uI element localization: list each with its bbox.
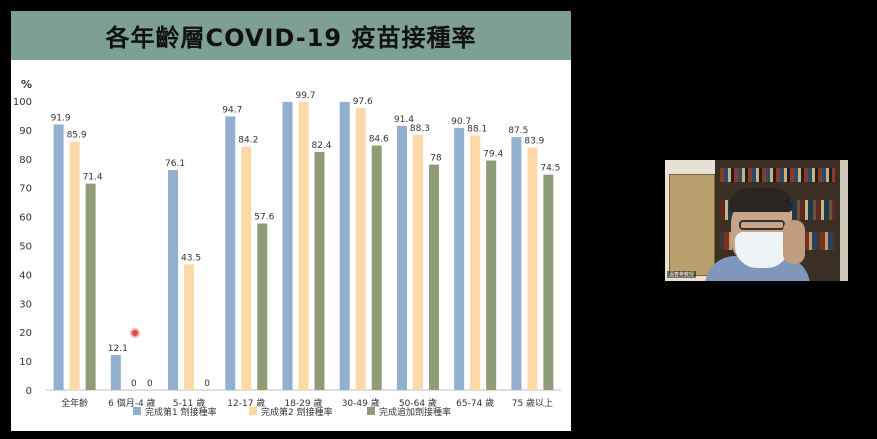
x-tick-label: 18-29 歲 (284, 397, 322, 409)
webcam-name-label: 溫春英教授 (667, 271, 697, 278)
slide-title-bar: 各年齡層COVID-19 疫苗接種率 (11, 11, 571, 60)
bar (241, 146, 252, 390)
bar (543, 174, 554, 390)
bar (486, 160, 497, 390)
data-label: 87.5 (508, 126, 528, 136)
data-label: 97.6 (353, 97, 373, 107)
bar (53, 124, 64, 390)
raised-hand (783, 220, 805, 264)
bar (168, 170, 179, 390)
x-tick-label: 12-17 歲 (227, 397, 265, 409)
y-tick-label: 20 (19, 328, 32, 339)
x-tick-label: 75 歲以上 (512, 397, 553, 409)
bar (298, 101, 309, 390)
bar (396, 125, 407, 390)
bar (355, 107, 366, 390)
bar (412, 134, 423, 390)
y-tick-label: 90 (19, 126, 32, 137)
legend-label: 完成追加劑接種率 (379, 406, 451, 418)
person-hair (729, 188, 793, 212)
x-tick-label: 6 個月-4 歲 (108, 397, 155, 409)
y-tick-label: 30 (19, 299, 32, 310)
data-label: 0 (147, 379, 153, 389)
data-label: 57.6 (254, 213, 274, 223)
x-tick-label: 5-11 歲 (173, 397, 205, 409)
data-label: 74.5 (540, 164, 560, 174)
data-label: 83.9 (524, 137, 544, 147)
bar (184, 264, 195, 390)
bar (257, 223, 268, 390)
slide-title: 各年齡層COVID-19 疫苗接種率 (105, 24, 477, 52)
legend-swatch (133, 407, 141, 415)
bar (470, 135, 481, 390)
x-tick-label: 全年齡 (61, 397, 88, 409)
bar (69, 141, 80, 390)
y-tick-label: 50 (19, 242, 32, 253)
bar (371, 145, 382, 390)
bar (339, 101, 350, 390)
data-label: 76.1 (165, 159, 185, 169)
bar (527, 147, 538, 390)
data-label: 12.1 (108, 344, 128, 354)
y-tick-label: 100 (13, 97, 32, 108)
data-label: 79.4 (483, 150, 503, 160)
data-label: 99.7 (295, 91, 315, 101)
data-label: 78 (430, 154, 442, 164)
y-tick-label: 0 (26, 386, 32, 397)
bar (85, 183, 96, 390)
x-tick-label: 50-64 歲 (399, 397, 437, 409)
bar (428, 164, 439, 390)
bar (314, 151, 325, 390)
y-axis-unit-label: % (21, 78, 32, 91)
x-tick-label: 65-74 歲 (456, 397, 494, 409)
bar (225, 116, 236, 390)
data-label: 88.3 (410, 124, 430, 134)
books-row (720, 168, 835, 182)
data-label: 94.7 (222, 105, 242, 115)
y-tick-label: 40 (19, 270, 32, 281)
x-tick-label: 30-49 歲 (342, 397, 380, 409)
legend-swatch (249, 407, 257, 415)
legend-label: 完成第2 劑接種率 (261, 406, 333, 418)
face-mask (735, 232, 789, 268)
bar (454, 127, 465, 390)
bar (282, 101, 293, 390)
bar (511, 137, 522, 390)
y-tick-label: 80 (19, 155, 32, 166)
data-label: 91.4 (394, 115, 414, 125)
data-label: 84.6 (369, 135, 389, 145)
bar (110, 355, 121, 390)
pointer-dot (130, 328, 140, 338)
vaccination-bar-chart: % 0 10 20 30 40 50 60 70 80 90 100 全年齡 91.9 85.9 71.4 6 … (13, 78, 561, 418)
presentation-slide: 各年齡層COVID-19 疫苗接種率 % 0 10 20 30 40 50 60 70 80 90 1… (11, 11, 571, 431)
data-label: 82.4 (311, 141, 331, 151)
data-label: 43.5 (181, 253, 201, 263)
cabinet (669, 174, 715, 276)
data-label: 88.1 (467, 124, 487, 134)
webcam-video: 溫春英教授 (665, 160, 848, 281)
data-label: 85.9 (67, 131, 87, 141)
legend-label: 完成第1 劑接種率 (145, 406, 217, 418)
data-label: 71.4 (83, 173, 103, 183)
y-tick-label: 10 (19, 357, 32, 368)
data-label: 0 (204, 379, 210, 389)
data-label: 91.9 (51, 113, 71, 123)
y-tick-label: 60 (19, 213, 32, 224)
data-label: 84.2 (238, 136, 258, 146)
glasses (739, 220, 785, 230)
legend-swatch (367, 407, 375, 415)
data-label: 90.7 (451, 117, 471, 127)
y-tick-label: 70 (19, 184, 32, 195)
data-label: 0 (131, 379, 137, 389)
